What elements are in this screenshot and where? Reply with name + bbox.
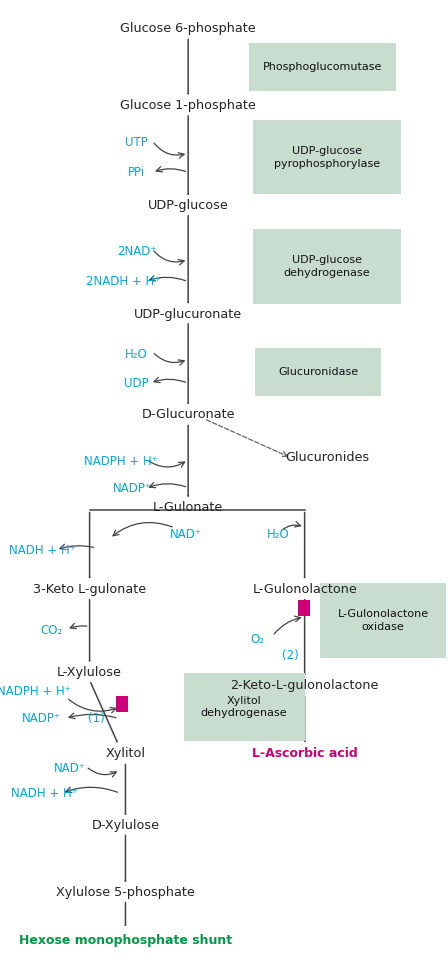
Text: NADH + H⁺: NADH + H⁺ <box>11 787 78 800</box>
Text: NAD⁺: NAD⁺ <box>170 528 202 541</box>
Text: 2NAD⁺: 2NAD⁺ <box>117 245 156 259</box>
Text: D-Glucuronate: D-Glucuronate <box>142 408 235 422</box>
Text: 3-Keto L-gulonate: 3-Keto L-gulonate <box>33 582 146 596</box>
Text: NADH + H⁺: NADH + H⁺ <box>9 544 76 558</box>
Text: H₂O: H₂O <box>267 528 289 541</box>
FancyBboxPatch shape <box>298 600 310 616</box>
FancyBboxPatch shape <box>255 348 381 396</box>
Text: L-Gulonolactone: L-Gulonolactone <box>252 582 357 596</box>
Text: O₂: O₂ <box>250 633 265 647</box>
Text: CO₂: CO₂ <box>40 624 63 637</box>
Text: Glucose 6-phosphate: Glucose 6-phosphate <box>121 22 256 35</box>
Text: Glucuronidase: Glucuronidase <box>278 367 358 376</box>
Text: H₂O: H₂O <box>125 348 148 361</box>
Text: (1): (1) <box>88 712 105 725</box>
Text: UTP: UTP <box>125 136 148 149</box>
Text: L-Xylulose: L-Xylulose <box>57 666 122 679</box>
Text: NAD⁺: NAD⁺ <box>53 762 86 775</box>
FancyBboxPatch shape <box>184 673 305 741</box>
Text: L-Gulonate: L-Gulonate <box>153 501 223 514</box>
Text: NADP⁺: NADP⁺ <box>112 482 152 495</box>
Text: NADP⁺: NADP⁺ <box>22 712 61 725</box>
Text: Glucuronides: Glucuronides <box>285 451 369 465</box>
Text: Hexose monophosphate shunt: Hexose monophosphate shunt <box>19 934 232 947</box>
Text: L-Ascorbic acid: L-Ascorbic acid <box>252 747 358 761</box>
Text: UDP-glucose
dehydrogenase: UDP-glucose dehydrogenase <box>284 255 370 278</box>
Text: L-Gulonolactone
oxidase: L-Gulonolactone oxidase <box>337 609 429 632</box>
Text: 2NADH + H⁺: 2NADH + H⁺ <box>86 275 160 288</box>
Text: Glucose 1-phosphate: Glucose 1-phosphate <box>120 99 256 112</box>
Text: NADPH + H⁺: NADPH + H⁺ <box>0 685 70 698</box>
Text: UDP-glucose: UDP-glucose <box>148 199 228 213</box>
Text: (2): (2) <box>282 649 299 662</box>
Text: Phosphoglucomutase: Phosphoglucomutase <box>263 62 382 72</box>
Text: 2-Keto-L-gulonolactone: 2-Keto-L-gulonolactone <box>230 679 379 693</box>
FancyBboxPatch shape <box>320 583 446 658</box>
Text: Xylulose 5-phosphate: Xylulose 5-phosphate <box>56 886 195 900</box>
Text: PPi: PPi <box>128 166 145 179</box>
Text: UDP-glucose
pyrophosphorylase: UDP-glucose pyrophosphorylase <box>274 146 380 169</box>
FancyBboxPatch shape <box>249 43 396 91</box>
FancyBboxPatch shape <box>253 120 401 194</box>
Text: D-Xylulose: D-Xylulose <box>91 819 159 833</box>
Text: UDP-glucuronate: UDP-glucuronate <box>134 308 242 321</box>
Text: NADPH + H⁺: NADPH + H⁺ <box>84 455 158 468</box>
Text: Xylitol
dehydrogenase: Xylitol dehydrogenase <box>201 696 288 718</box>
FancyBboxPatch shape <box>116 696 128 712</box>
Text: Xylitol: Xylitol <box>105 747 146 761</box>
Text: UDP: UDP <box>125 376 149 390</box>
FancyBboxPatch shape <box>253 229 401 304</box>
